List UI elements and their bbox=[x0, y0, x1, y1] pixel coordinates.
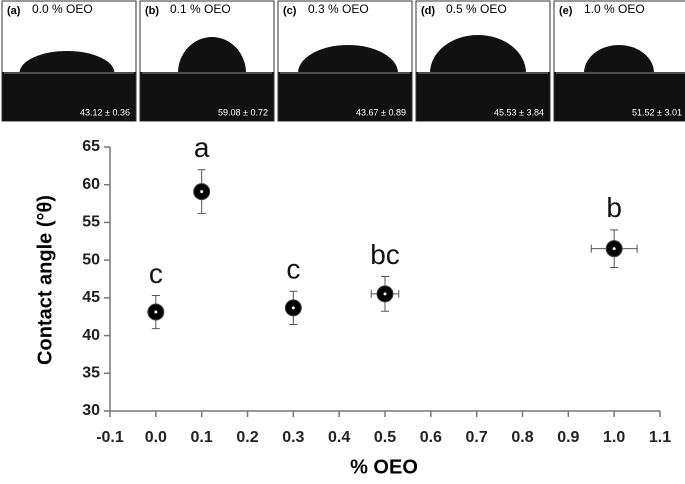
group-label: c bbox=[149, 258, 163, 289]
y-tick-label: 65 bbox=[82, 138, 100, 155]
panel-measurement: 45.53 ± 3.84 bbox=[494, 107, 544, 117]
x-tick-label: 0.6 bbox=[420, 429, 442, 446]
x-tick-label: 0.0 bbox=[145, 429, 167, 446]
group-label: a bbox=[194, 132, 210, 163]
y-tick-label: 50 bbox=[82, 251, 100, 268]
point-highlight bbox=[291, 306, 295, 310]
x-tick-label: 0.1 bbox=[191, 429, 213, 446]
panel-measurement: 59.08 ± 0.72 bbox=[218, 107, 268, 117]
panel-label: (d) bbox=[421, 5, 435, 17]
x-tick-label: 0.9 bbox=[557, 429, 579, 446]
x-tick-label: -0.1 bbox=[96, 429, 124, 446]
panel-measurement: 51.52 ± 3.01 bbox=[632, 107, 682, 117]
panel-label: (b) bbox=[145, 5, 159, 17]
panel-title: 0.1 % OEO bbox=[170, 2, 231, 16]
panel-title: 0.3 % OEO bbox=[308, 2, 369, 16]
panel-measurement: 43.12 ± 0.36 bbox=[80, 107, 130, 117]
panel-title: 0.0 % OEO bbox=[32, 2, 93, 16]
y-tick-label: 55 bbox=[82, 214, 100, 231]
y-tick-label: 60 bbox=[82, 176, 100, 193]
group-label: b bbox=[606, 192, 622, 223]
x-tick-label: 1.1 bbox=[649, 429, 671, 446]
x-tick-label: 0.8 bbox=[511, 429, 533, 446]
x-tick-label: 0.7 bbox=[466, 429, 488, 446]
x-tick-label: 0.5 bbox=[374, 429, 396, 446]
x-tick-label: 0.3 bbox=[282, 429, 304, 446]
y-tick-label: 30 bbox=[82, 402, 100, 419]
panel-label: (e) bbox=[559, 5, 573, 17]
panel-measurement: 43.67 ± 0.89 bbox=[356, 107, 406, 117]
point-highlight bbox=[383, 292, 387, 296]
panel-label: (c) bbox=[283, 5, 297, 17]
y-axis-label: Contact angle (°θ) bbox=[34, 195, 56, 365]
y-tick-label: 35 bbox=[82, 365, 100, 382]
point-highlight bbox=[200, 190, 204, 194]
x-tick-label: 0.2 bbox=[236, 429, 258, 446]
x-axis-label: % OEO bbox=[350, 456, 418, 478]
y-tick-label: 45 bbox=[82, 289, 100, 306]
point-highlight bbox=[154, 310, 158, 314]
x-tick-label: 1.0 bbox=[603, 429, 625, 446]
x-tick-label: 0.4 bbox=[328, 429, 350, 446]
point-highlight bbox=[612, 247, 616, 251]
panel-title: 1.0 % OEO bbox=[584, 2, 645, 16]
panel-title: 0.5 % OEO bbox=[446, 2, 507, 16]
y-tick-label: 40 bbox=[82, 327, 100, 344]
group-label: bc bbox=[370, 239, 400, 270]
group-label: c bbox=[286, 254, 300, 285]
panel-label: (a) bbox=[7, 5, 21, 17]
